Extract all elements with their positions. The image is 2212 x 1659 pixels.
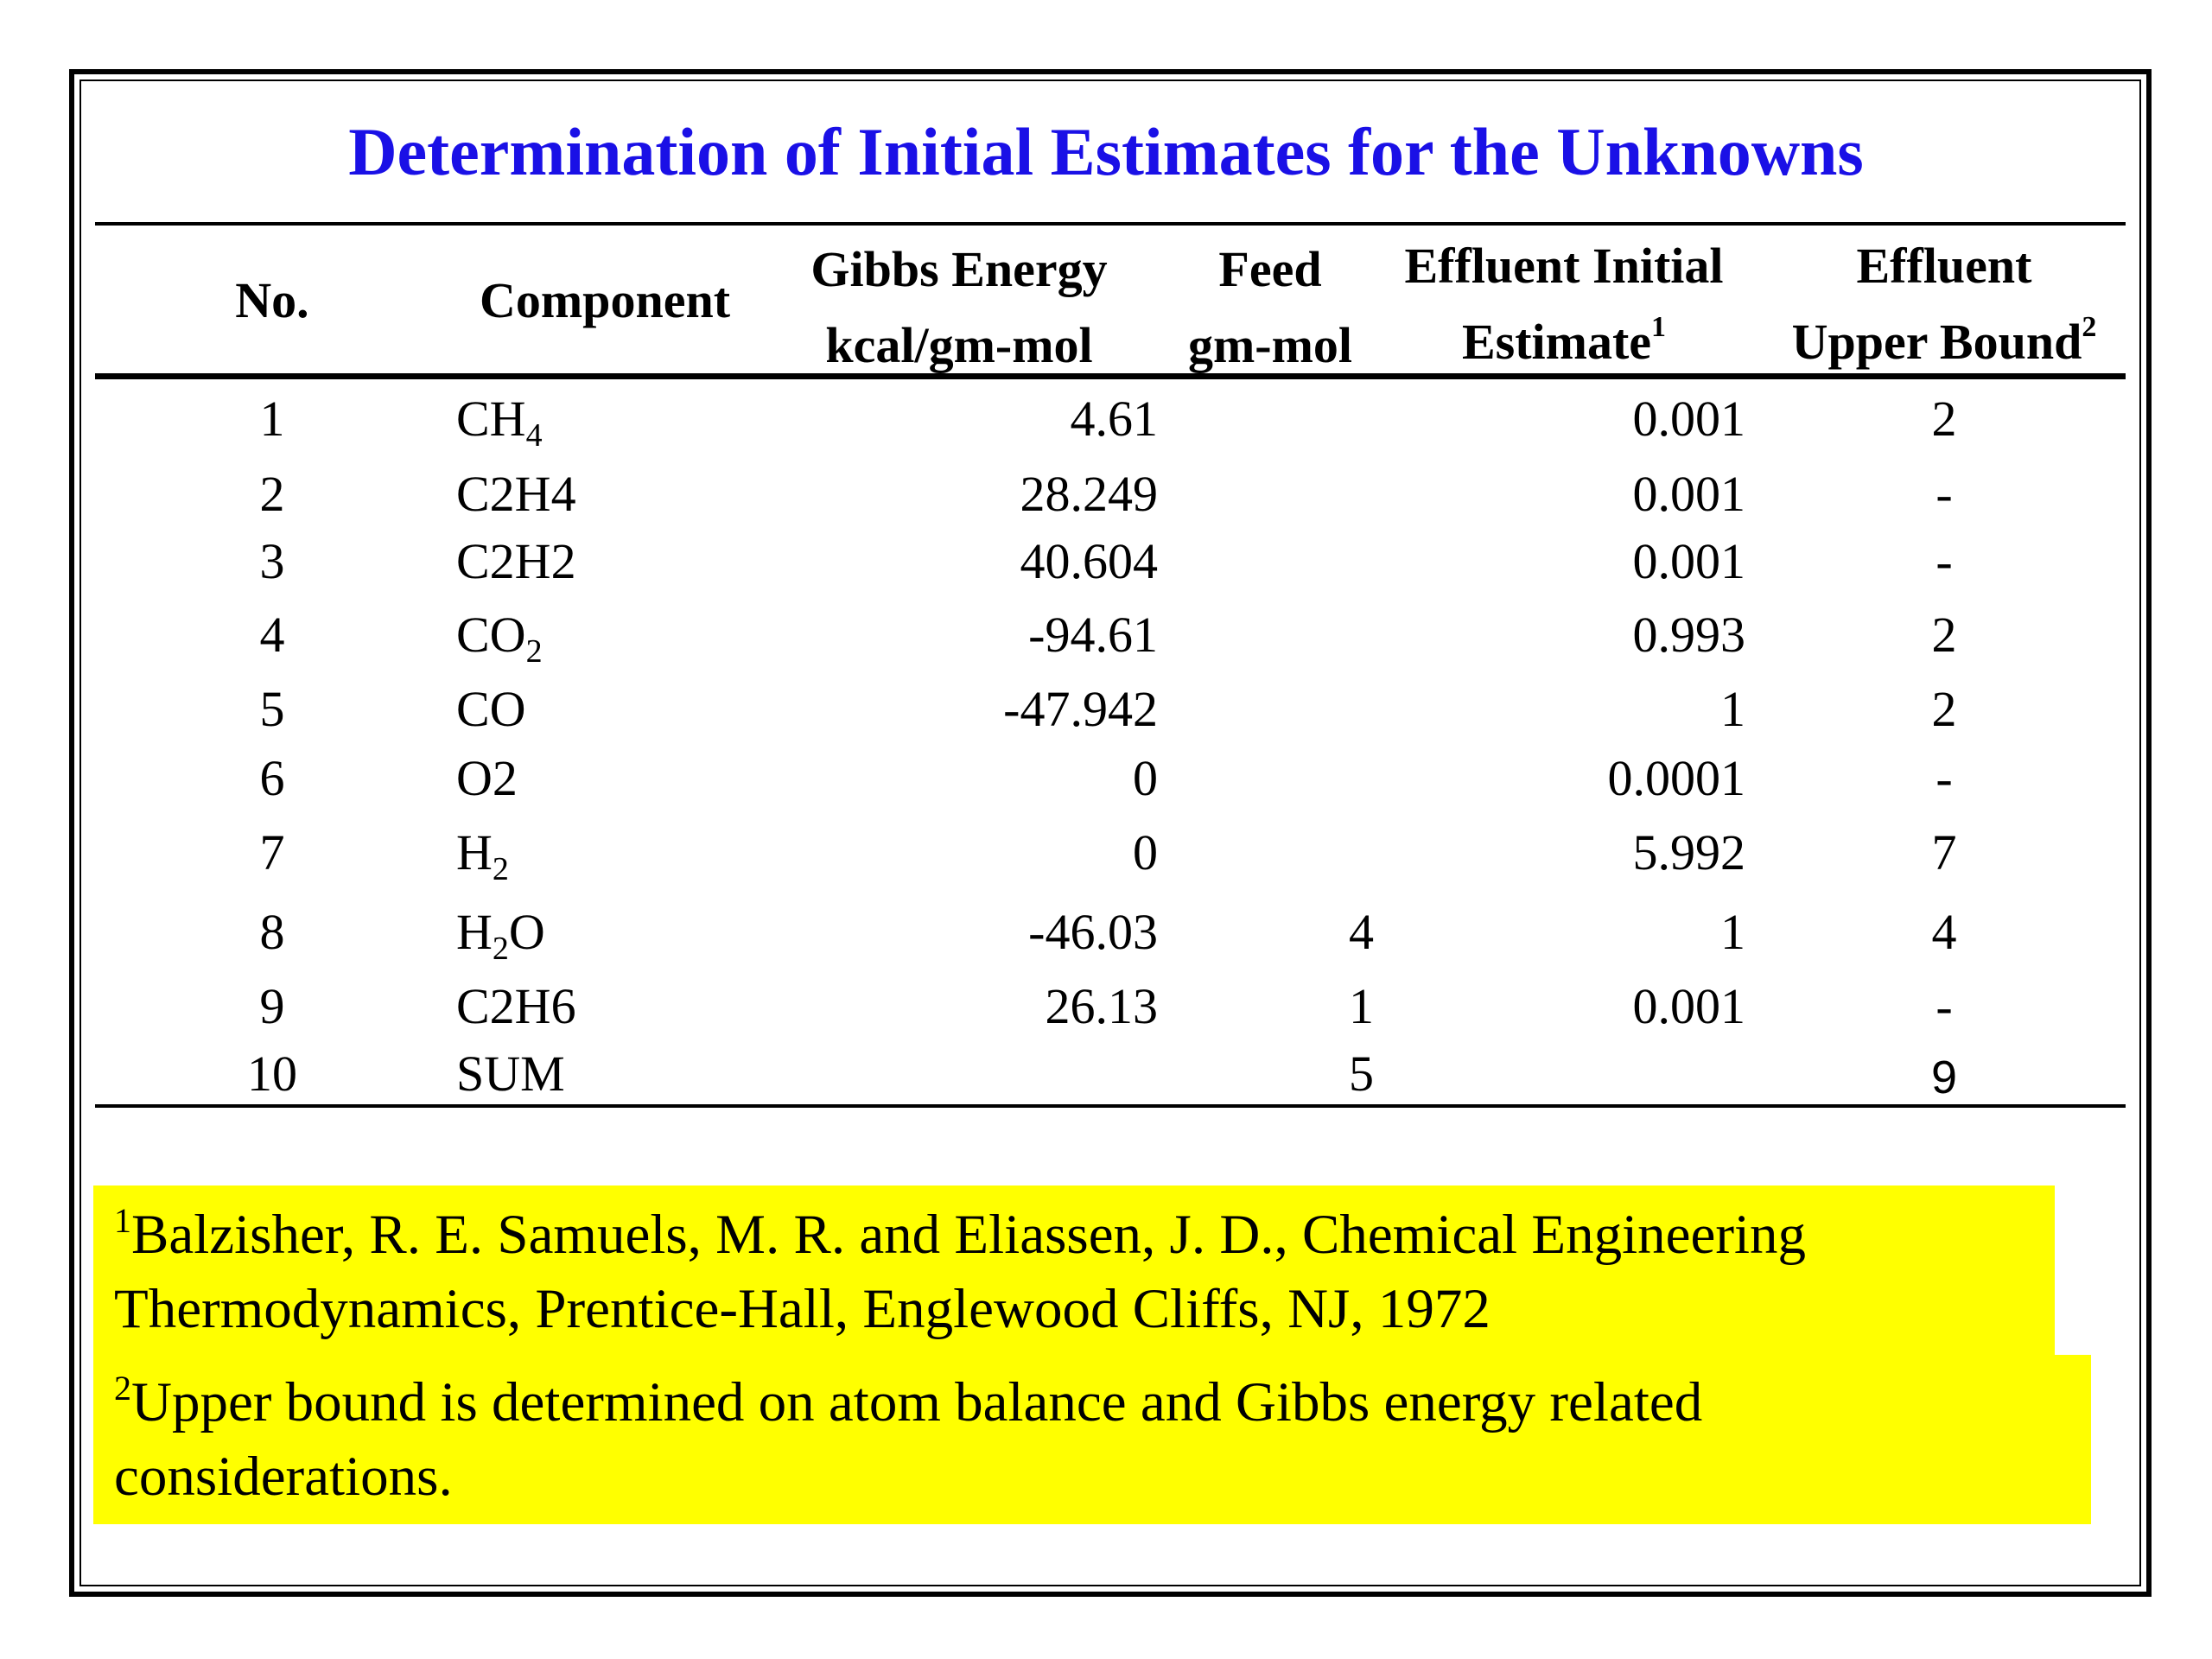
cell-no: 5 (259, 681, 285, 737)
cell-upper: - (1936, 533, 1953, 589)
cell-no: 2 (259, 466, 285, 522)
header-effluent-initial-line1: Effluent Initial (1404, 238, 1724, 294)
cell-gibbs: -46.03 (1028, 904, 1158, 960)
header-effluent-initial: Effluent Initial Estimate1 (1374, 228, 1754, 380)
cell-component: CO (456, 681, 526, 737)
outer-frame (69, 69, 2152, 1597)
cell-component: CH4 (456, 391, 543, 454)
cell-no: 3 (259, 533, 285, 589)
cell-upper: 2 (1931, 681, 1957, 737)
header-effluent-upper: Effluent Upper Bound2 (1763, 228, 2126, 380)
cell-component: C2H4 (456, 466, 576, 522)
cell-no: 1 (259, 391, 285, 447)
cell-no: 8 (259, 904, 285, 960)
cell-gibbs: -47.942 (1003, 681, 1158, 737)
cell-upper: - (1936, 978, 1953, 1034)
cell-upper: 9 (1930, 1052, 1958, 1103)
cell-effluent: 0.001 (1632, 533, 1746, 589)
cell-effluent: 0.001 (1632, 978, 1746, 1034)
footnote-mark-1: 1 (1651, 311, 1667, 343)
cell-effluent: 0.001 (1632, 466, 1746, 522)
header-gibbs: Gibbs Energy kcal/gm-mol (778, 232, 1141, 384)
cell-upper: 2 (1931, 607, 1957, 663)
footnote-2: 2Upper bound is determined on atom balan… (93, 1355, 2091, 1524)
cell-gibbs: 26.13 (1045, 978, 1159, 1034)
cell-component: C2H2 (456, 533, 576, 589)
header-effluent-upper-line2: Upper Bound2 (1791, 311, 2097, 371)
cell-upper: 4 (1931, 904, 1957, 960)
cell-upper: - (1936, 466, 1953, 522)
cell-no: 6 (259, 750, 285, 806)
cell-upper: - (1936, 750, 1953, 806)
footnote-mark-2: 2 (2082, 311, 2097, 343)
cell-effluent: 5.992 (1632, 824, 1746, 880)
footnote-2-line1: 2Upper bound is determined on atom balan… (114, 1369, 1703, 1434)
header-component: Component (479, 272, 731, 328)
cell-feed: 4 (1349, 904, 1374, 960)
header-gibbs-line1: Gibbs Energy (810, 241, 1108, 297)
header-feed: Feed gm-mol (1175, 232, 1365, 384)
cell-effluent: 1 (1720, 681, 1745, 737)
table-bottom-rule (95, 1104, 2126, 1108)
footnote-1: 1Balzisher, R. E. Samuels, M. R. and Eli… (93, 1185, 2055, 1355)
cell-component: CO2 (456, 607, 543, 670)
header-gibbs-line2: kcal/gm-mol (825, 317, 1093, 373)
cell-no: 4 (259, 607, 285, 663)
header-feed-line1: Feed (1218, 241, 1322, 297)
cell-no: 9 (259, 978, 285, 1034)
table-header-rule (95, 373, 2126, 379)
cell-component: C2H6 (456, 978, 576, 1034)
cell-component: H2 (456, 824, 509, 887)
cell-effluent: 1 (1720, 904, 1745, 960)
cell-effluent: 0.0001 (1607, 750, 1746, 806)
footnote-1-line1: 1Balzisher, R. E. Samuels, M. R. and Eli… (114, 1201, 1807, 1267)
cell-feed: 1 (1349, 978, 1374, 1034)
cell-no: 7 (259, 824, 285, 880)
cell-component: SUM (456, 1046, 565, 1102)
cell-gibbs: 4.61 (1070, 391, 1159, 447)
header-effluent-upper-line1: Effluent (1856, 238, 2032, 294)
footnote-1-line2: Thermodynamics, Prentice-Hall, Englewood… (114, 1278, 1491, 1340)
cell-gibbs: -94.61 (1028, 607, 1158, 663)
cell-upper: 2 (1931, 391, 1957, 447)
header-effluent-initial-line2: Estimate1 (1461, 311, 1667, 371)
header-no: No. (235, 272, 309, 328)
table-top-rule (95, 222, 2126, 226)
cell-component: H2O (456, 904, 545, 967)
cell-effluent: 0.993 (1632, 607, 1746, 663)
cell-component: O2 (456, 750, 518, 806)
cell-upper: 7 (1931, 824, 1957, 880)
header-feed-line2: gm-mol (1187, 317, 1353, 373)
cell-gibbs: 40.604 (1020, 533, 1159, 589)
cell-gibbs: 0 (1133, 824, 1158, 880)
cell-no: 10 (247, 1046, 297, 1102)
cell-feed: 5 (1349, 1046, 1374, 1102)
slide-title: Determination of Initial Estimates for t… (348, 114, 1864, 189)
cell-effluent: 0.001 (1632, 391, 1746, 447)
inner-frame (79, 79, 2141, 1586)
footnote-2-line2: considerations. (114, 1446, 453, 1508)
cell-gibbs: 28.249 (1020, 466, 1159, 522)
cell-gibbs: 0 (1133, 750, 1158, 806)
